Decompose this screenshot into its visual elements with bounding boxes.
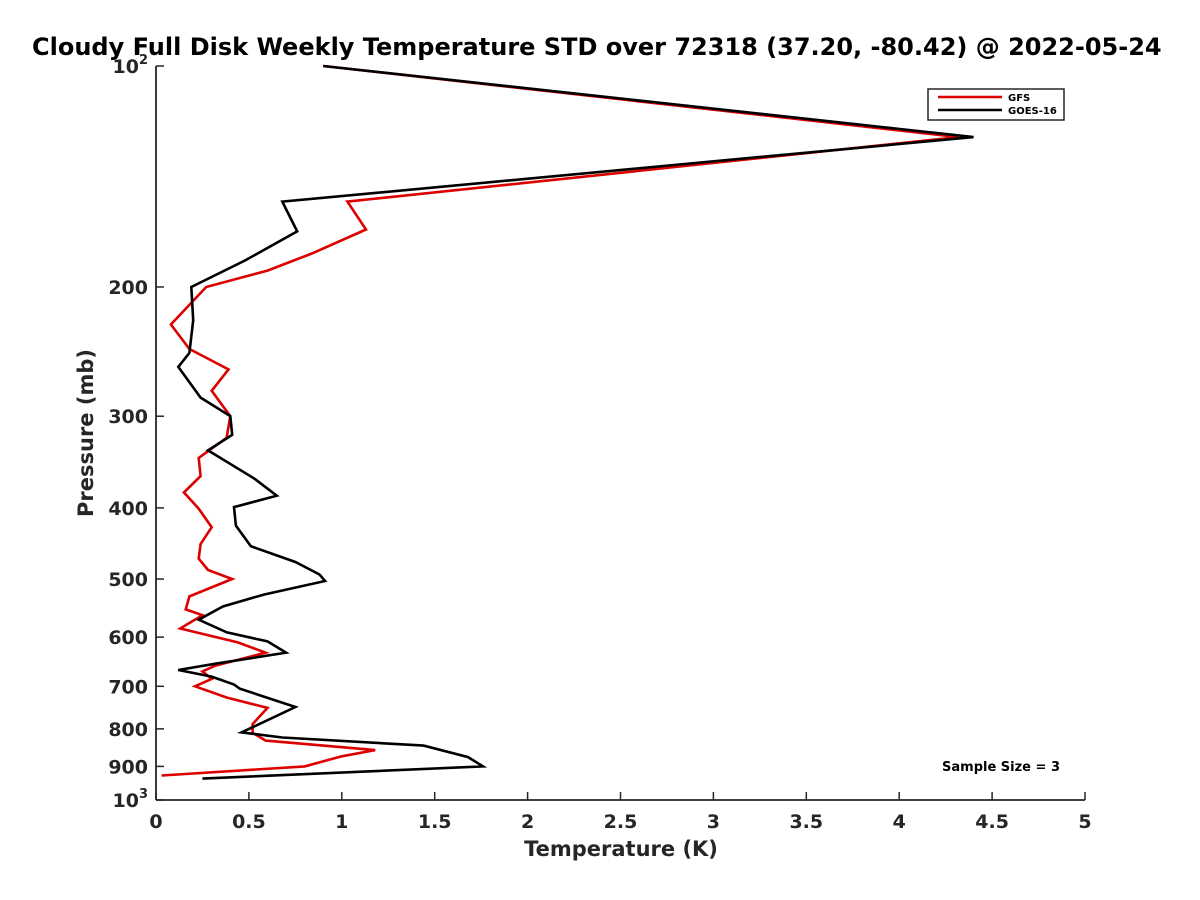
x-tick-label: 3.5: [789, 811, 823, 833]
y-tick-label: 800: [108, 719, 148, 741]
x-tick-label: 4: [893, 811, 906, 833]
legend: GFS GOES-16: [927, 88, 1065, 121]
axes: 0 0.5 1 1.5 2 2.5 3 3.5 4 4.5 5 102 200 300 400 500 600 7…: [108, 53, 1091, 833]
y-axis-label: Pressure (mb): [74, 349, 98, 517]
legend-label: GFS: [1008, 93, 1030, 104]
series-lines: [161, 64, 974, 780]
y-tick-label: 600: [108, 627, 148, 649]
x-tick-label: 2.5: [604, 811, 638, 833]
chart-title: Cloudy Full Disk Weekly Temperature STD …: [32, 33, 1162, 61]
series-line-goes-16: [176, 64, 974, 780]
x-tick-label: 5: [1078, 811, 1091, 833]
y-tick-label: 900: [108, 756, 148, 778]
series-line-gfs: [161, 64, 959, 777]
y-tick-label: 700: [108, 676, 148, 698]
x-tick-label: 1: [335, 811, 348, 833]
y-tick-label: 102: [113, 53, 149, 78]
x-axis-label: Temperature (K): [524, 837, 718, 861]
y-tick-label: 400: [108, 498, 148, 520]
legend-label: GOES-16: [1008, 106, 1057, 117]
x-tick-label: 4.5: [975, 811, 1009, 833]
x-tick-label: 2: [521, 811, 534, 833]
y-tick-label: 200: [108, 277, 148, 299]
x-tick-label: 0: [149, 811, 162, 833]
sample-size-annotation: Sample Size = 3: [942, 760, 1060, 775]
x-tick-label: 1.5: [418, 811, 452, 833]
x-tick-label: 3: [707, 811, 720, 833]
y-tick-label: 300: [108, 406, 148, 428]
x-tick-label: 0.5: [232, 811, 266, 833]
legend-box: [927, 88, 1065, 121]
y-tick-label: 500: [108, 569, 148, 591]
y-tick-label: 103: [113, 787, 149, 812]
